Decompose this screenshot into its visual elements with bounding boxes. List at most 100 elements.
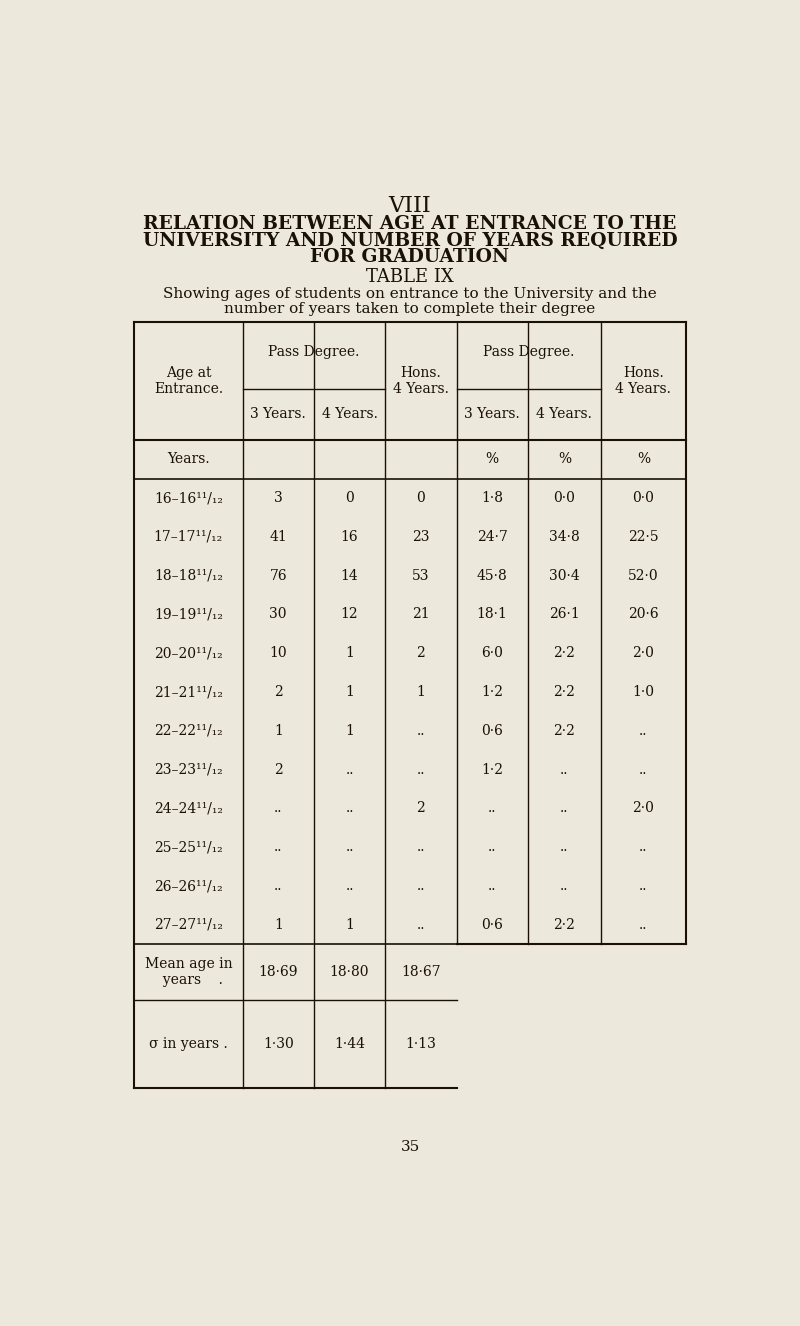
Text: ..: ..	[639, 762, 648, 777]
Text: 1: 1	[345, 724, 354, 737]
Text: ..: ..	[639, 724, 648, 737]
Text: 1·2: 1·2	[481, 686, 503, 699]
Text: Years.: Years.	[167, 452, 210, 467]
Text: ..: ..	[639, 918, 648, 932]
Text: ..: ..	[274, 841, 282, 854]
Text: 24·7: 24·7	[477, 530, 507, 544]
Text: 1·30: 1·30	[263, 1037, 294, 1052]
Text: 18·80: 18·80	[330, 965, 370, 980]
Text: TABLE IX: TABLE IX	[366, 268, 454, 286]
Text: 1·0: 1·0	[633, 686, 654, 699]
Text: 2: 2	[417, 646, 426, 660]
Text: Hons.
4 Years.: Hons. 4 Years.	[615, 366, 671, 396]
Text: 30·4: 30·4	[549, 569, 580, 582]
Text: UNIVERSITY AND NUMBER OF YEARS REQUIRED: UNIVERSITY AND NUMBER OF YEARS REQUIRED	[142, 232, 678, 249]
Text: 53: 53	[412, 569, 430, 582]
Text: 0: 0	[345, 491, 354, 505]
Text: 23–23¹¹/₁₂: 23–23¹¹/₁₂	[154, 762, 222, 777]
Text: 6·0: 6·0	[482, 646, 503, 660]
Text: 16: 16	[341, 530, 358, 544]
Text: 25–25¹¹/₁₂: 25–25¹¹/₁₂	[154, 841, 222, 854]
Text: 52·0: 52·0	[628, 569, 658, 582]
Text: Age at
Entrance.: Age at Entrance.	[154, 366, 223, 396]
Text: ..: ..	[346, 801, 354, 815]
Text: 1: 1	[417, 686, 426, 699]
Text: 30: 30	[270, 607, 287, 622]
Text: 4 Years.: 4 Years.	[537, 407, 592, 422]
Text: 17–17¹¹/₁₂: 17–17¹¹/₁₂	[154, 530, 223, 544]
Text: ..: ..	[560, 841, 569, 854]
Text: 0: 0	[417, 491, 426, 505]
Text: 2·2: 2·2	[554, 686, 575, 699]
Text: 2: 2	[274, 762, 282, 777]
Text: ..: ..	[639, 879, 648, 894]
Text: ..: ..	[560, 879, 569, 894]
Text: ..: ..	[346, 762, 354, 777]
Text: Mean age in
  years    .: Mean age in years .	[145, 957, 232, 988]
Text: 41: 41	[270, 530, 287, 544]
Text: ..: ..	[417, 879, 425, 894]
Text: ..: ..	[346, 841, 354, 854]
Text: 2·2: 2·2	[554, 646, 575, 660]
Text: 0·0: 0·0	[554, 491, 575, 505]
Text: 3: 3	[274, 491, 282, 505]
Text: ..: ..	[417, 762, 425, 777]
Text: 14: 14	[341, 569, 358, 582]
Text: 1·44: 1·44	[334, 1037, 365, 1052]
Text: ..: ..	[639, 841, 648, 854]
Text: 20–20¹¹/₁₂: 20–20¹¹/₁₂	[154, 646, 222, 660]
Text: Pass Degree.: Pass Degree.	[483, 345, 574, 358]
Text: 24–24¹¹/₁₂: 24–24¹¹/₁₂	[154, 801, 223, 815]
Text: 0·6: 0·6	[482, 724, 503, 737]
Text: ..: ..	[274, 801, 282, 815]
Text: 18·69: 18·69	[258, 965, 298, 980]
Text: σ in years .: σ in years .	[149, 1037, 228, 1052]
Text: VIII: VIII	[389, 195, 431, 217]
Text: 18·1: 18·1	[477, 607, 507, 622]
Text: 4 Years.: 4 Years.	[322, 407, 378, 422]
Text: ..: ..	[488, 879, 496, 894]
Text: 1·13: 1·13	[406, 1037, 436, 1052]
Text: 22·5: 22·5	[628, 530, 658, 544]
Text: 21–21¹¹/₁₂: 21–21¹¹/₁₂	[154, 686, 223, 699]
Text: %: %	[558, 452, 571, 467]
Text: 12: 12	[341, 607, 358, 622]
Text: %: %	[637, 452, 650, 467]
Text: ..: ..	[560, 762, 569, 777]
Text: ..: ..	[346, 879, 354, 894]
Text: 18–18¹¹/₁₂: 18–18¹¹/₁₂	[154, 569, 223, 582]
Text: %: %	[486, 452, 498, 467]
Text: 34·8: 34·8	[549, 530, 580, 544]
Text: 2·2: 2·2	[554, 918, 575, 932]
Text: 1: 1	[345, 686, 354, 699]
Text: Hons.
4 Years.: Hons. 4 Years.	[393, 366, 449, 396]
Text: 35: 35	[400, 1140, 420, 1155]
Text: 3 Years.: 3 Years.	[464, 407, 520, 422]
Text: 21: 21	[412, 607, 430, 622]
Text: 1: 1	[345, 646, 354, 660]
Text: 23: 23	[412, 530, 430, 544]
Text: ..: ..	[560, 801, 569, 815]
Text: 26·1: 26·1	[549, 607, 580, 622]
Text: 27–27¹¹/₁₂: 27–27¹¹/₁₂	[154, 918, 223, 932]
Text: ..: ..	[488, 841, 496, 854]
Text: RELATION BETWEEN AGE AT ENTRANCE TO THE: RELATION BETWEEN AGE AT ENTRANCE TO THE	[143, 215, 677, 233]
Text: ..: ..	[417, 724, 425, 737]
Text: 20·6: 20·6	[628, 607, 658, 622]
Text: 1·8: 1·8	[481, 491, 503, 505]
Text: 1: 1	[274, 724, 282, 737]
Text: ..: ..	[417, 841, 425, 854]
Text: 2: 2	[417, 801, 426, 815]
Text: 16–16¹¹/₁₂: 16–16¹¹/₁₂	[154, 491, 223, 505]
Text: ..: ..	[488, 801, 496, 815]
Text: 0·0: 0·0	[633, 491, 654, 505]
Text: Showing ages of students on entrance to the University and the: Showing ages of students on entrance to …	[163, 286, 657, 301]
Text: 2·0: 2·0	[633, 801, 654, 815]
Text: FOR GRADUATION: FOR GRADUATION	[310, 248, 510, 267]
Text: 10: 10	[270, 646, 287, 660]
Text: 2·0: 2·0	[633, 646, 654, 660]
Text: ..: ..	[274, 879, 282, 894]
Text: Pass Degree.: Pass Degree.	[268, 345, 359, 358]
Text: 2·2: 2·2	[554, 724, 575, 737]
Text: 22–22¹¹/₁₂: 22–22¹¹/₁₂	[154, 724, 222, 737]
